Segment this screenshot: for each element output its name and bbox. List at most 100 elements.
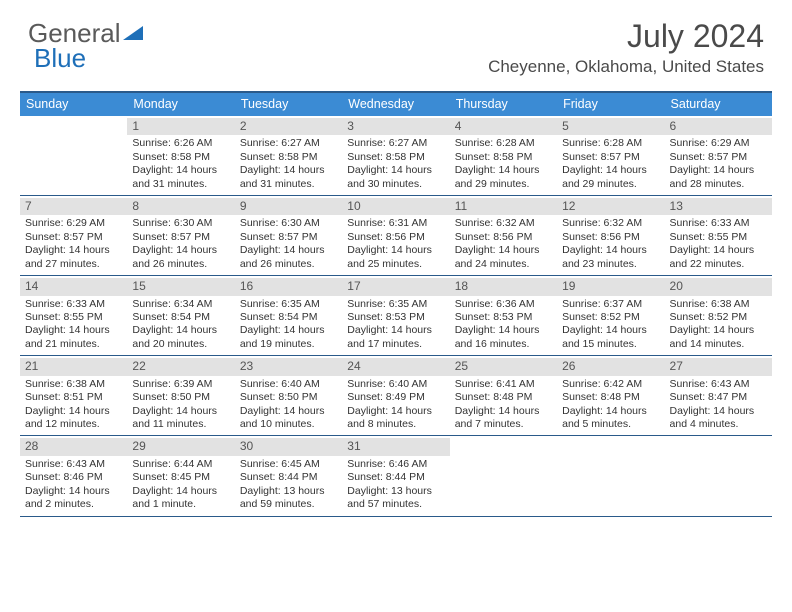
daylight-line: Daylight: 14 hours [670,324,767,337]
sunset-line: Sunset: 8:57 PM [562,151,659,164]
sunrise-line: Sunrise: 6:43 AM [25,458,122,471]
day-cell [450,436,557,515]
day-cell: 1Sunrise: 6:26 AMSunset: 8:58 PMDaylight… [127,116,234,195]
sunset-line: Sunset: 8:47 PM [670,391,767,404]
sunrise-line: Sunrise: 6:29 AM [25,217,122,230]
daylight-line: Daylight: 14 hours [132,405,229,418]
day-number: 15 [127,278,234,295]
sunset-line: Sunset: 8:58 PM [455,151,552,164]
sunrise-line: Sunrise: 6:28 AM [455,137,552,150]
sunrise-line: Sunrise: 6:32 AM [562,217,659,230]
daylight-line: and 23 minutes. [562,258,659,271]
sunset-line: Sunset: 8:48 PM [562,391,659,404]
day-cell: 4 Sunrise: 6:28 AMSunset: 8:58 PMDaylight… [450,116,557,195]
sunrise-line: Sunrise: 6:32 AM [455,217,552,230]
title-block: July 2024 Cheyenne, Oklahoma, United Sta… [488,18,764,77]
sunrise-line: Sunrise: 6:27 AM [347,137,444,150]
sunset-line: Sunset: 8:45 PM [132,471,229,484]
week-row: 14Sunrise: 6:33 AMSunset: 8:55 PMDayligh… [20,276,772,356]
day-number: 26 [557,358,664,375]
sunset-line: Sunset: 8:58 PM [240,151,337,164]
day-cell: 15Sunrise: 6:34 AMSunset: 8:54 PMDayligh… [127,276,234,355]
day-cell: 25Sunrise: 6:41 AMSunset: 8:48 PMDayligh… [450,356,557,435]
daylight-line: Daylight: 14 hours [25,405,122,418]
daylight-line: Daylight: 14 hours [240,244,337,257]
week-row: 28Sunrise: 6:43 AMSunset: 8:46 PMDayligh… [20,436,772,516]
day-number: 19 [557,278,664,295]
day-cell: 24Sunrise: 6:40 AMSunset: 8:49 PMDayligh… [342,356,449,435]
day-header-row: SundayMondayTuesdayWednesdayThursdayFrid… [20,93,772,116]
day-number: 22 [127,358,234,375]
sunset-line: Sunset: 8:56 PM [562,231,659,244]
daylight-line: Daylight: 14 hours [240,164,337,177]
day-header: Tuesday [235,93,342,116]
day-header: Saturday [665,93,772,116]
daylight-line: Daylight: 14 hours [670,405,767,418]
daylight-line: and 20 minutes. [132,338,229,351]
day-number: 2 [235,118,342,135]
day-cell: 13Sunrise: 6:33 AMSunset: 8:55 PMDayligh… [665,196,772,275]
week-row: 1Sunrise: 6:26 AMSunset: 8:58 PMDaylight… [20,116,772,196]
sunset-line: Sunset: 8:53 PM [347,311,444,324]
day-cell: 21Sunrise: 6:38 AMSunset: 8:51 PMDayligh… [20,356,127,435]
day-cell: 29Sunrise: 6:44 AMSunset: 8:45 PMDayligh… [127,436,234,515]
sunset-line: Sunset: 8:52 PM [562,311,659,324]
sunrise-line: Sunrise: 6:33 AM [25,298,122,311]
sunset-line: Sunset: 8:51 PM [25,391,122,404]
daylight-line: and 5 minutes. [562,418,659,431]
day-cell: 11Sunrise: 6:32 AMSunset: 8:56 PMDayligh… [450,196,557,275]
sunset-line: Sunset: 8:57 PM [670,151,767,164]
day-number: 8 [127,198,234,215]
sunset-line: Sunset: 8:58 PM [132,151,229,164]
sunrise-line: Sunrise: 6:45 AM [240,458,337,471]
daylight-line: Daylight: 14 hours [670,244,767,257]
day-header: Friday [557,93,664,116]
day-number: 28 [20,438,127,455]
day-number: 4 [450,118,557,135]
day-cell [665,436,772,515]
daylight-line: and 30 minutes. [347,178,444,191]
day-number: 12 [557,198,664,215]
day-number: 3 [342,118,449,135]
daylight-line: and 1 minute. [132,498,229,511]
day-cell: 27Sunrise: 6:43 AMSunset: 8:47 PMDayligh… [665,356,772,435]
day-cell: 18Sunrise: 6:36 AMSunset: 8:53 PMDayligh… [450,276,557,355]
daylight-line: and 12 minutes. [25,418,122,431]
sunset-line: Sunset: 8:44 PM [347,471,444,484]
daylight-line: Daylight: 14 hours [455,164,552,177]
sunrise-line: Sunrise: 6:29 AM [670,137,767,150]
daylight-line: and 28 minutes. [670,178,767,191]
sunrise-line: Sunrise: 6:42 AM [562,378,659,391]
day-header: Monday [127,93,234,116]
daylight-line: and 16 minutes. [455,338,552,351]
day-number: 11 [450,198,557,215]
day-cell: 26Sunrise: 6:42 AMSunset: 8:48 PMDayligh… [557,356,664,435]
day-number: 10 [342,198,449,215]
daylight-line: Daylight: 14 hours [240,405,337,418]
daylight-line: and 7 minutes. [455,418,552,431]
sunrise-line: Sunrise: 6:40 AM [240,378,337,391]
sunrise-line: Sunrise: 6:44 AM [132,458,229,471]
day-cell: 9Sunrise: 6:30 AMSunset: 8:57 PMDaylight… [235,196,342,275]
day-number: 30 [235,438,342,455]
sunset-line: Sunset: 8:55 PM [670,231,767,244]
day-cell: 2Sunrise: 6:27 AMSunset: 8:58 PMDaylight… [235,116,342,195]
day-cell: 3Sunrise: 6:27 AMSunset: 8:58 PMDaylight… [342,116,449,195]
sunset-line: Sunset: 8:57 PM [240,231,337,244]
daylight-line: and 29 minutes. [562,178,659,191]
daylight-line: and 24 minutes. [455,258,552,271]
day-cell: 30Sunrise: 6:45 AMSunset: 8:44 PMDayligh… [235,436,342,515]
sunrise-line: Sunrise: 6:43 AM [670,378,767,391]
sunrise-line: Sunrise: 6:46 AM [347,458,444,471]
daylight-line: Daylight: 14 hours [347,324,444,337]
sunset-line: Sunset: 8:49 PM [347,391,444,404]
daylight-line: Daylight: 14 hours [455,244,552,257]
daylight-line: and 22 minutes. [670,258,767,271]
daylight-line: Daylight: 14 hours [455,405,552,418]
sunset-line: Sunset: 8:56 PM [347,231,444,244]
day-cell: 17Sunrise: 6:35 AMSunset: 8:53 PMDayligh… [342,276,449,355]
sunset-line: Sunset: 8:52 PM [670,311,767,324]
day-cell: 8Sunrise: 6:30 AMSunset: 8:57 PMDaylight… [127,196,234,275]
day-cell: 12Sunrise: 6:32 AMSunset: 8:56 PMDayligh… [557,196,664,275]
day-header: Wednesday [342,93,449,116]
